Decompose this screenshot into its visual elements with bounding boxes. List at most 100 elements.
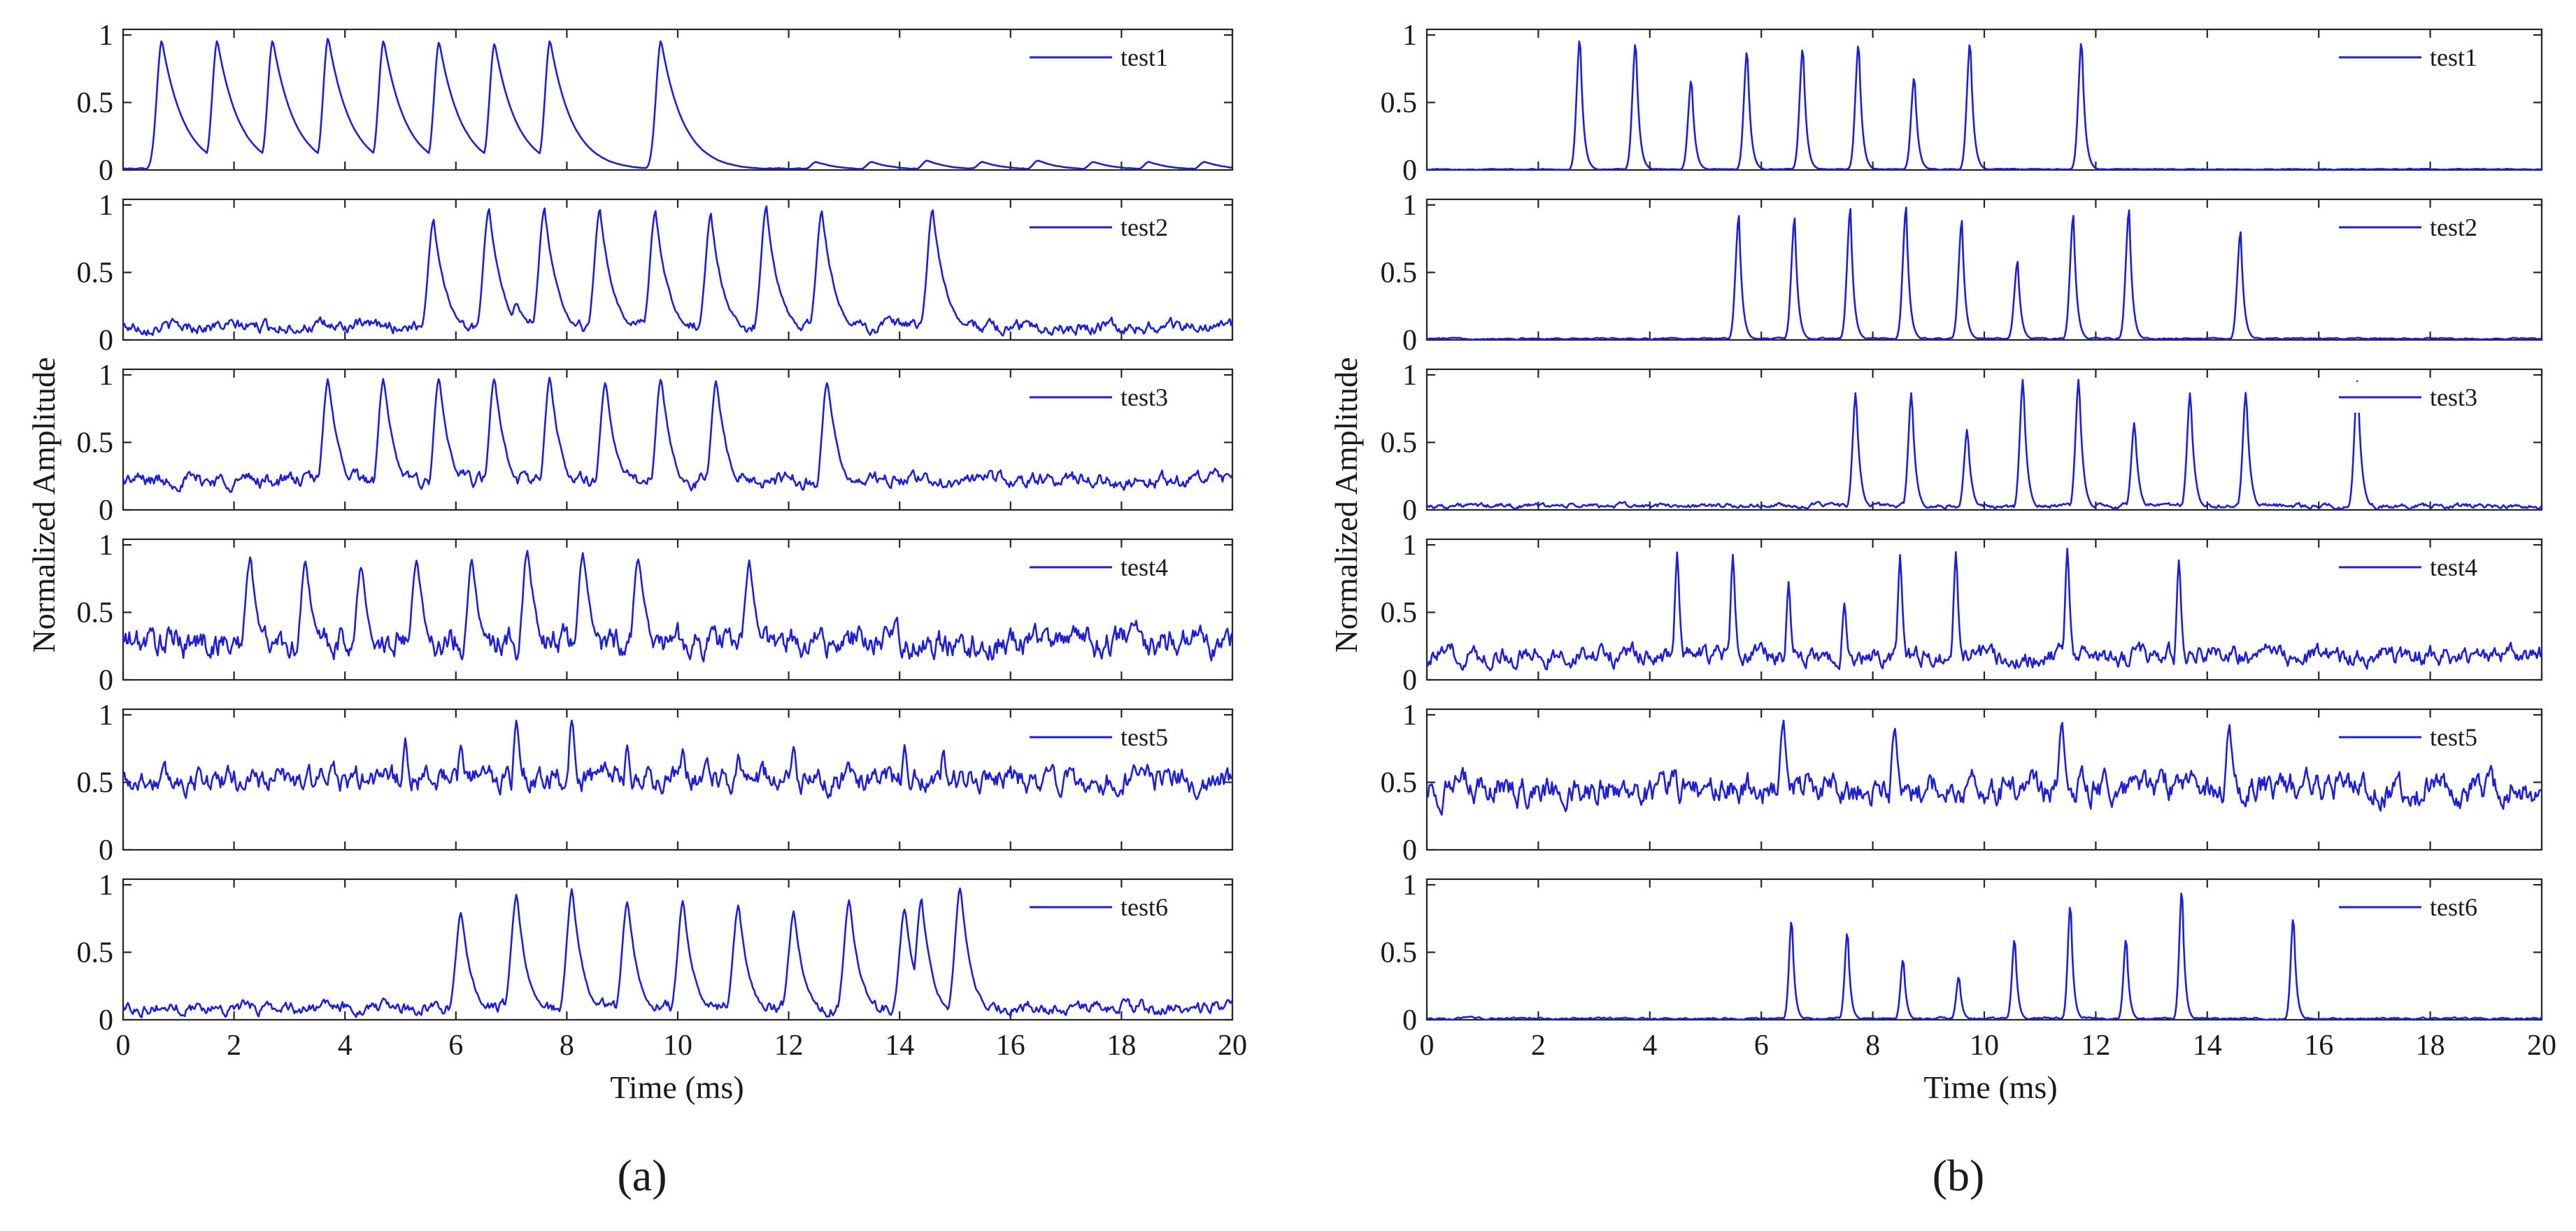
subplot-a-test2: 0 0.5 1 test2 <box>77 190 1233 357</box>
y-tick-label-a-test1: 0 <box>99 155 113 187</box>
legend-a-test6: test6 <box>1024 892 1223 923</box>
subplot-a-test1: 0 0.5 1 test1 <box>77 20 1233 187</box>
y-tick-label-a-test3: 0.5 <box>77 427 114 460</box>
legend-label-b-test4: test4 <box>2430 553 2477 581</box>
y-tick-label-a-test2: 1 <box>99 190 113 222</box>
y-tick-label-b-test4: 0.5 <box>1381 597 1418 629</box>
y-tick-label-b-test6: 0 <box>1402 1004 1417 1037</box>
panel-b-label: (b) <box>1933 1151 1985 1200</box>
legend-a-test1: test1 <box>1024 42 1223 73</box>
panel-a-xlabel: Time (ms) <box>610 1069 743 1105</box>
subplot-b-test3: 0 0.5 1 test3 <box>1381 360 2542 527</box>
panel-a-label: (a) <box>617 1151 667 1200</box>
panel-b-ylabel: Normalized Amplitude <box>1328 357 1364 653</box>
legend-label-b-test1: test1 <box>2430 43 2477 71</box>
y-tick-label-b-test5: 0.5 <box>1381 767 1418 799</box>
y-tick-label-b-test4: 1 <box>1402 529 1417 562</box>
x-tick-label-b: 8 <box>1865 1030 1880 1062</box>
x-tick-label-b: 16 <box>2304 1030 2333 1062</box>
y-tick-label-a-test6: 1 <box>99 869 113 902</box>
x-tick-label-b: 10 <box>1970 1030 1999 1062</box>
x-tick-label-b: 6 <box>1754 1030 1769 1062</box>
legend-label-a-test5: test5 <box>1120 723 1168 751</box>
x-tick-label-b: 0 <box>1420 1030 1435 1062</box>
legend-b-test3: test3 <box>2333 382 2532 413</box>
y-tick-label-b-test3: 0.5 <box>1381 427 1418 460</box>
y-tick-label-b-test5: 1 <box>1402 699 1417 732</box>
y-tick-label-a-test5: 1 <box>99 699 113 732</box>
y-tick-label-b-test1: 1 <box>1402 20 1417 52</box>
y-tick-label-b-test2: 1 <box>1402 190 1417 222</box>
x-tick-label-a: 18 <box>1106 1030 1136 1062</box>
y-tick-label-a-test2: 0.5 <box>77 257 114 290</box>
y-tick-label-a-test1: 1 <box>99 20 113 52</box>
subplot-b-test2: 0 0.5 1 test2 <box>1381 190 2542 357</box>
legend-label-b-test2: test2 <box>2430 213 2477 241</box>
x-tick-label-b: 14 <box>2193 1030 2222 1062</box>
y-tick-label-a-test4: 0.5 <box>77 597 114 629</box>
x-tick-label-a: 14 <box>885 1030 914 1062</box>
legend-label-a-test4: test4 <box>1120 553 1168 581</box>
legend-b-test5: test5 <box>2333 722 2532 753</box>
x-tick-label-a: 12 <box>774 1030 804 1062</box>
x-tick-label-a: 16 <box>996 1030 1025 1062</box>
y-tick-label-b-test1: 0 <box>1402 155 1417 187</box>
legend-label-b-test6: test6 <box>2430 893 2477 921</box>
legend-a-test5: test5 <box>1024 722 1223 753</box>
y-tick-label-a-test6: 0 <box>99 1004 113 1037</box>
subplot-b-test1: 0 0.5 1 test1 <box>1381 20 2542 187</box>
x-tick-label-a: 8 <box>560 1030 574 1062</box>
legend-label-a-test1: test1 <box>1120 43 1168 71</box>
legend-b-test6: test6 <box>2333 892 2532 923</box>
x-tick-label-b: 18 <box>2416 1030 2445 1062</box>
x-tick-label-b: 2 <box>1531 1030 1546 1062</box>
x-tick-label-b: 4 <box>1642 1030 1657 1062</box>
y-tick-label-a-test6: 0.5 <box>77 937 114 969</box>
x-tick-label-b: 12 <box>2081 1030 2110 1062</box>
y-tick-label-a-test5: 0 <box>99 834 113 867</box>
x-tick-label-a: 0 <box>116 1030 131 1062</box>
subplot-a-test5: 0 0.5 1 test5 <box>77 699 1233 867</box>
x-tick-label-b: 20 <box>2527 1030 2556 1062</box>
subplot-a-test4: 0 0.5 1 test4 <box>77 529 1233 697</box>
y-tick-label-a-test3: 0 <box>99 494 113 527</box>
x-tick-label-a: 10 <box>663 1030 692 1062</box>
panel-a-ylabel: Normalized Amplitude <box>26 357 62 653</box>
legend-label-b-test3: test3 <box>2430 383 2477 411</box>
y-tick-label-b-test6: 0.5 <box>1381 937 1418 969</box>
subplot-b-test4: 0 0.5 1 test4 <box>1381 529 2542 697</box>
y-tick-label-b-test6: 1 <box>1402 869 1417 902</box>
y-tick-label-b-test3: 0 <box>1402 494 1417 527</box>
y-tick-label-b-test2: 0 <box>1402 325 1417 357</box>
x-tick-label-a: 6 <box>448 1030 463 1062</box>
y-tick-label-a-test5: 0.5 <box>77 767 114 799</box>
y-tick-label-b-test1: 0.5 <box>1381 87 1418 120</box>
legend-label-a-test2: test2 <box>1120 213 1168 241</box>
legend-a-test4: test4 <box>1024 552 1223 583</box>
legend-a-test2: test2 <box>1024 212 1223 243</box>
panel-b-xlabel: Time (ms) <box>1923 1069 2057 1105</box>
x-tick-label-a: 2 <box>227 1030 241 1062</box>
y-tick-label-b-test5: 0 <box>1402 834 1417 867</box>
legend-b-test4: test4 <box>2333 552 2532 583</box>
x-tick-label-a: 20 <box>1218 1030 1247 1062</box>
y-tick-label-b-test4: 0 <box>1402 664 1417 697</box>
y-tick-label-a-test4: 1 <box>99 529 113 562</box>
legend-b-test2: test2 <box>2333 212 2532 243</box>
y-tick-label-a-test3: 1 <box>99 360 113 392</box>
legend-label-a-test6: test6 <box>1120 893 1168 921</box>
y-tick-label-b-test2: 0.5 <box>1381 257 1418 290</box>
legend-label-b-test5: test5 <box>2430 723 2477 751</box>
x-tick-label-a: 4 <box>338 1030 353 1062</box>
y-tick-label-a-test1: 0.5 <box>77 87 114 120</box>
legend-label-a-test3: test3 <box>1120 383 1168 411</box>
legend-b-test1: test1 <box>2333 42 2532 73</box>
subplot-b-test5: 0 0.5 1 test5 <box>1381 699 2542 867</box>
subplot-a-test3: 0 0.5 1 test3 <box>77 360 1233 527</box>
legend-a-test3: test3 <box>1024 382 1223 413</box>
y-tick-label-a-test2: 0 <box>99 325 113 357</box>
y-tick-label-b-test3: 1 <box>1402 360 1417 392</box>
y-tick-label-a-test4: 0 <box>99 664 113 697</box>
